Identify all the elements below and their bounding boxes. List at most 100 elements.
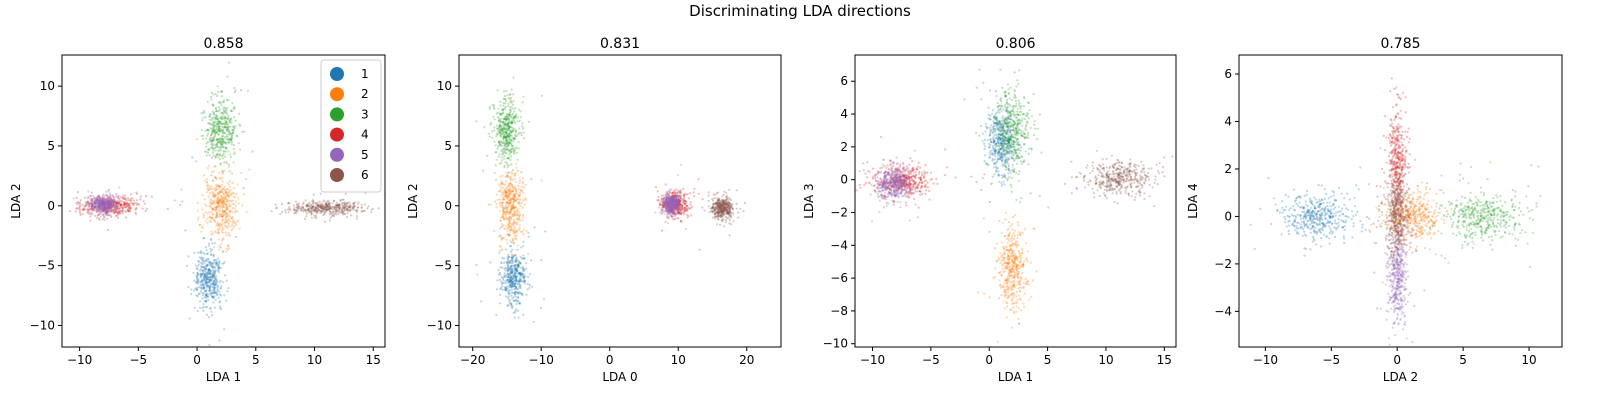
scatter-point: [218, 259, 221, 262]
scatter-point: [217, 201, 220, 204]
scatter-point: [330, 212, 333, 215]
scatter-point: [210, 208, 213, 211]
scatter-point: [662, 194, 665, 197]
scatter-point: [215, 207, 218, 211]
scatter-point: [682, 187, 685, 190]
scatter-point: [320, 205, 323, 208]
scatter-point: [200, 273, 203, 276]
scatter-point: [667, 212, 670, 215]
scatter-point: [530, 259, 533, 262]
scatter-point: [197, 251, 200, 254]
scatter-point: [207, 189, 210, 192]
scatter-point: [217, 187, 221, 190]
scatter-point: [337, 212, 340, 215]
scatter-point: [218, 130, 221, 133]
scatter-point: [221, 176, 224, 179]
scatter-point: [231, 129, 234, 132]
scatter-point: [302, 206, 305, 209]
scatter-point: [100, 198, 103, 201]
scatter-point: [201, 278, 204, 281]
scatter-point: [96, 205, 99, 208]
scatter-point: [226, 193, 229, 197]
scatter-point: [322, 200, 325, 203]
scatter-point: [326, 208, 329, 211]
scatter-point: [102, 208, 106, 211]
scatter-point: [327, 204, 330, 207]
scatter-point: [230, 137, 233, 140]
scatter-point: [301, 205, 304, 208]
scatter-point: [207, 268, 210, 271]
scatter-point: [498, 153, 501, 156]
scatter-point: [86, 196, 89, 199]
scatter-point: [513, 234, 517, 238]
scatter-point: [211, 146, 214, 149]
scatter-point: [214, 291, 217, 294]
scatter-point: [209, 220, 212, 223]
scatter-point: [107, 202, 110, 205]
scatter-point: [123, 204, 126, 207]
scatter-point: [327, 203, 330, 206]
scatter-point: [219, 293, 222, 296]
scatter-point: [208, 277, 211, 281]
scatter-point: [101, 204, 104, 207]
scatter-point: [213, 187, 216, 190]
scatter-point: [513, 242, 516, 245]
scatter-point: [231, 102, 234, 105]
scatter-point: [218, 158, 222, 161]
scatter-point: [288, 202, 291, 205]
scatter-point: [513, 174, 516, 177]
scatter-point: [205, 264, 208, 267]
scatter-point: [207, 281, 210, 284]
scatter-point: [493, 200, 497, 203]
scatter-point: [345, 208, 348, 211]
scatter-point: [93, 196, 96, 199]
scatter-point: [512, 100, 515, 103]
scatter-point: [215, 231, 218, 234]
scatter-point: [360, 206, 363, 209]
scatter-point: [221, 122, 224, 125]
scatter-point: [221, 145, 224, 148]
scatter-point: [670, 198, 673, 201]
scatter-point: [211, 263, 214, 266]
scatter-point: [211, 191, 214, 194]
scatter-point: [213, 112, 216, 115]
scatter-point: [95, 210, 98, 213]
scatter-point: [527, 275, 530, 279]
scatter-point: [208, 205, 211, 208]
scatter-point: [216, 133, 220, 136]
scatter-point: [109, 193, 112, 196]
scatter-point: [217, 199, 220, 202]
scatter-point: [299, 207, 302, 210]
scatter-point: [101, 207, 104, 210]
scatter-point: [123, 202, 126, 205]
scatter-point: [711, 209, 714, 212]
scatter-point: [113, 199, 116, 202]
scatter-point: [335, 204, 338, 207]
scatter-point: [208, 219, 212, 222]
scatter-point: [221, 198, 224, 201]
scatter-point: [213, 283, 216, 286]
scatter-point: [684, 193, 688, 196]
scatter-point: [211, 193, 214, 196]
scatter-point: [111, 194, 114, 197]
scatter-point: [210, 293, 213, 296]
scatter-point: [525, 293, 528, 296]
scatter-point: [502, 139, 505, 142]
scatter-point: [98, 199, 101, 202]
scatter-point: [509, 208, 512, 211]
scatter-point: [210, 265, 213, 268]
scatter-point: [352, 206, 355, 209]
scatter-point: [104, 198, 107, 201]
scatter-point: [206, 283, 209, 286]
scatter-point: [213, 136, 216, 139]
scatter-point: [104, 202, 107, 205]
scatter-point: [366, 207, 369, 210]
scatter-point: [205, 273, 208, 277]
scatter-point: [139, 195, 142, 198]
scatter-point: [516, 244, 519, 247]
scatter-point: [235, 193, 238, 196]
scatter-point: [210, 98, 213, 101]
scatter-point: [506, 296, 509, 300]
scatter-point: [215, 224, 218, 227]
scatter-point: [225, 221, 228, 224]
